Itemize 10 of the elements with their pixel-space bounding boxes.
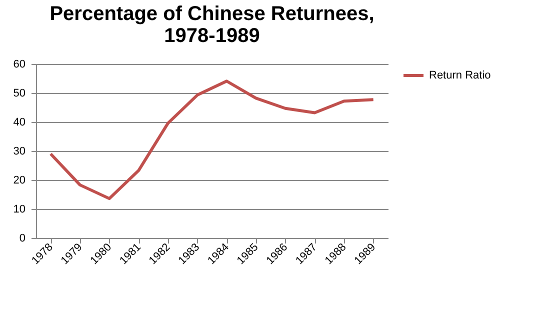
legend-label: Return Ratio — [429, 70, 491, 82]
y-tick-label: 20 — [13, 174, 26, 186]
y-tick-label: 30 — [13, 146, 26, 158]
y-tick-label: 0 — [19, 232, 26, 244]
chart-title: Percentage of Chinese Returnees, 1978-1989 — [50, 3, 374, 47]
y-tick-label: 10 — [13, 204, 26, 216]
y-tick-label: 50 — [13, 88, 26, 100]
y-tick-label: 60 — [13, 58, 26, 70]
line-series — [49, 80, 375, 200]
y-tick-label: 40 — [13, 116, 26, 128]
